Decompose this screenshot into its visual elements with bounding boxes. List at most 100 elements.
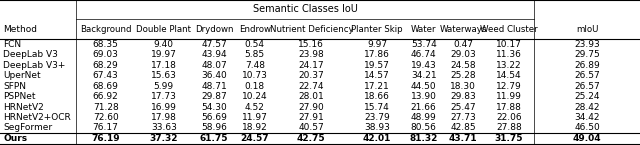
Text: PSPNet: PSPNet <box>3 92 36 101</box>
Text: SegFormer: SegFormer <box>3 123 52 132</box>
Text: Ours: Ours <box>3 134 28 143</box>
Text: 67.43: 67.43 <box>93 71 118 80</box>
Text: 17.73: 17.73 <box>151 92 177 101</box>
Text: 29.87: 29.87 <box>201 92 227 101</box>
Text: 27.73: 27.73 <box>451 113 476 122</box>
Text: DeepLab V3: DeepLab V3 <box>3 50 58 59</box>
Text: 28.01: 28.01 <box>298 92 324 101</box>
Text: Planter Skip: Planter Skip <box>351 25 403 33</box>
Text: 24.57: 24.57 <box>241 134 269 143</box>
Text: 27.90: 27.90 <box>298 103 324 112</box>
Text: mIoU: mIoU <box>576 25 598 33</box>
Text: 27.88: 27.88 <box>496 123 522 132</box>
Text: 48.07: 48.07 <box>201 61 227 70</box>
Text: 15.63: 15.63 <box>151 71 177 80</box>
Text: 34.21: 34.21 <box>411 71 436 80</box>
Text: DeepLab V3+: DeepLab V3+ <box>3 61 65 70</box>
Text: 43.71: 43.71 <box>449 134 477 143</box>
Text: 46.74: 46.74 <box>411 50 436 59</box>
Text: 22.06: 22.06 <box>496 113 522 122</box>
Text: 46.50: 46.50 <box>574 123 600 132</box>
Text: 43.94: 43.94 <box>201 50 227 59</box>
Text: 11.99: 11.99 <box>496 92 522 101</box>
Text: 23.79: 23.79 <box>364 113 390 122</box>
Text: 42.85: 42.85 <box>451 123 476 132</box>
Text: 54.30: 54.30 <box>201 103 227 112</box>
Text: 71.28: 71.28 <box>93 103 118 112</box>
Text: 21.66: 21.66 <box>411 103 436 112</box>
Text: 68.29: 68.29 <box>93 61 118 70</box>
Text: 37.32: 37.32 <box>150 134 178 143</box>
Text: 11.36: 11.36 <box>496 50 522 59</box>
Text: 11.97: 11.97 <box>242 113 268 122</box>
Text: 20.37: 20.37 <box>298 71 324 80</box>
Text: HRNetV2+OCR: HRNetV2+OCR <box>3 113 71 122</box>
Text: 61.75: 61.75 <box>200 134 228 143</box>
Text: 17.86: 17.86 <box>364 50 390 59</box>
Text: 29.03: 29.03 <box>451 50 476 59</box>
Text: 69.03: 69.03 <box>93 50 118 59</box>
Text: Waterways: Waterways <box>440 25 487 33</box>
Text: 31.75: 31.75 <box>495 134 524 143</box>
Text: 26.57: 26.57 <box>574 82 600 91</box>
Text: Weed Cluster: Weed Cluster <box>480 25 538 33</box>
Text: 81.32: 81.32 <box>410 134 438 143</box>
Text: 10.24: 10.24 <box>242 92 268 101</box>
Text: UperNet: UperNet <box>3 71 41 80</box>
Text: 72.60: 72.60 <box>93 113 118 122</box>
Text: 23.93: 23.93 <box>574 40 600 49</box>
Text: 18.66: 18.66 <box>364 92 390 101</box>
Text: 19.97: 19.97 <box>151 50 177 59</box>
Text: HRNetV2: HRNetV2 <box>3 103 44 112</box>
Text: SFPN: SFPN <box>3 82 26 91</box>
Text: Drydown: Drydown <box>195 25 234 33</box>
Text: 29.83: 29.83 <box>451 92 476 101</box>
Text: 16.99: 16.99 <box>151 103 177 112</box>
Text: Background: Background <box>80 25 131 33</box>
Text: 44.50: 44.50 <box>411 82 436 91</box>
Text: FCN: FCN <box>3 40 21 49</box>
Text: 5.85: 5.85 <box>244 50 265 59</box>
Text: 58.96: 58.96 <box>201 123 227 132</box>
Text: 34.42: 34.42 <box>575 113 600 122</box>
Text: 22.74: 22.74 <box>299 82 324 91</box>
Text: 7.48: 7.48 <box>244 61 265 70</box>
Text: 36.40: 36.40 <box>201 71 227 80</box>
Text: 33.63: 33.63 <box>151 123 177 132</box>
Text: 0.18: 0.18 <box>244 82 265 91</box>
Text: 18.92: 18.92 <box>242 123 268 132</box>
Text: 42.01: 42.01 <box>363 134 391 143</box>
Text: 24.17: 24.17 <box>298 61 324 70</box>
Text: 48.71: 48.71 <box>201 82 227 91</box>
Text: Nutrient Deficiency: Nutrient Deficiency <box>269 25 353 33</box>
Text: 12.79: 12.79 <box>496 82 522 91</box>
Text: 76.19: 76.19 <box>92 134 120 143</box>
Text: 0.47: 0.47 <box>453 40 474 49</box>
Text: 80.56: 80.56 <box>411 123 436 132</box>
Text: 26.89: 26.89 <box>574 61 600 70</box>
Text: 25.28: 25.28 <box>451 71 476 80</box>
Text: 53.74: 53.74 <box>411 40 436 49</box>
Text: 17.21: 17.21 <box>364 82 390 91</box>
Text: 9.97: 9.97 <box>367 40 387 49</box>
Text: 40.57: 40.57 <box>298 123 324 132</box>
Text: 25.47: 25.47 <box>451 103 476 112</box>
Text: 49.04: 49.04 <box>573 134 602 143</box>
Text: 17.18: 17.18 <box>151 61 177 70</box>
Text: 10.17: 10.17 <box>496 40 522 49</box>
Text: 48.99: 48.99 <box>411 113 436 122</box>
Text: 29.75: 29.75 <box>574 50 600 59</box>
Text: 9.40: 9.40 <box>154 40 174 49</box>
Text: 25.24: 25.24 <box>575 92 600 101</box>
Text: 14.57: 14.57 <box>364 71 390 80</box>
Text: 42.75: 42.75 <box>297 134 326 143</box>
Text: 10.73: 10.73 <box>242 71 268 80</box>
Text: 4.52: 4.52 <box>244 103 265 112</box>
Text: Water: Water <box>411 25 436 33</box>
Text: 76.17: 76.17 <box>93 123 118 132</box>
Text: 26.57: 26.57 <box>574 71 600 80</box>
Text: 23.98: 23.98 <box>298 50 324 59</box>
Text: 14.54: 14.54 <box>496 71 522 80</box>
Text: 68.35: 68.35 <box>93 40 118 49</box>
Text: 19.57: 19.57 <box>364 61 390 70</box>
